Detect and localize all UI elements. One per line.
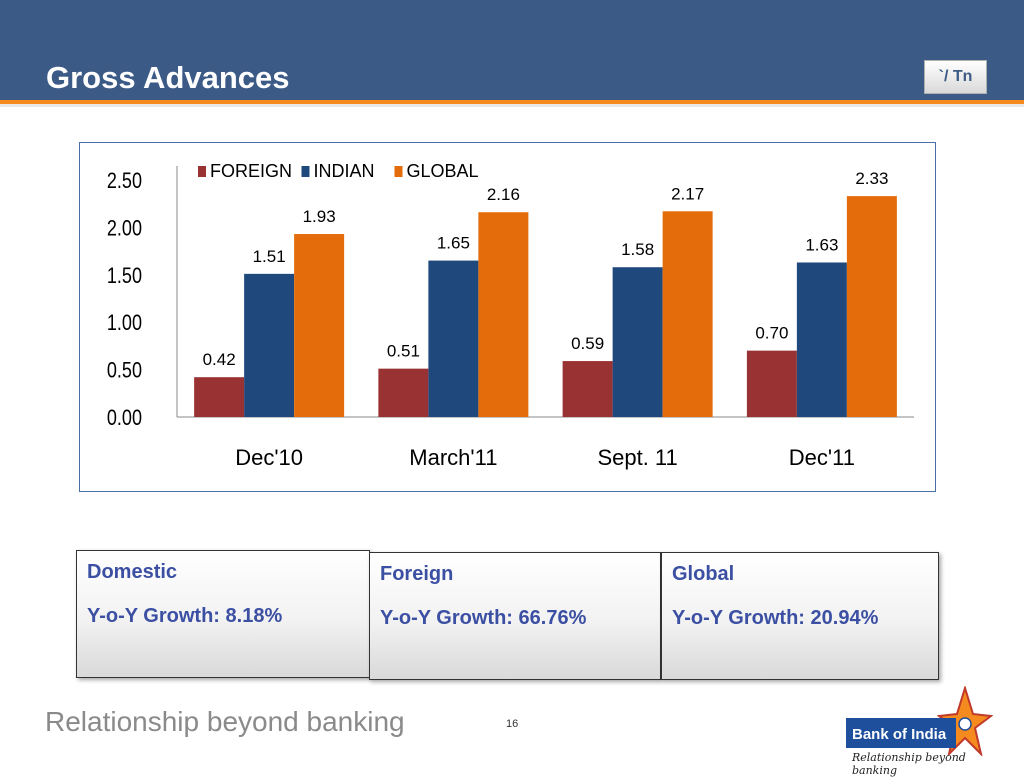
logo-tagline: Relationship beyond banking <box>852 751 966 777</box>
star-icon <box>937 686 993 756</box>
bar-indian <box>428 260 479 417</box>
summary-title: Foreign <box>380 563 454 585</box>
unit-badge[interactable]: `/ Tn <box>924 60 987 94</box>
y-tick-label: 1.00 <box>107 312 142 336</box>
logo-box <box>846 718 956 748</box>
data-label: 1.63 <box>805 235 838 254</box>
x-tick-label: March'11 <box>409 445 497 470</box>
legend-label: GLOBAL <box>407 161 479 181</box>
summary-title: Domestic <box>87 561 178 583</box>
data-label: 1.58 <box>621 240 654 259</box>
bar-foreign <box>194 377 245 417</box>
header-bar <box>0 0 1024 104</box>
y-tick-label: 2.00 <box>107 217 142 241</box>
bank-logo: Bank of India Relationship beyond bankin… <box>845 686 995 777</box>
y-tick-label: 0.50 <box>107 359 142 383</box>
bar-global <box>294 234 345 417</box>
bar-foreign <box>378 368 429 417</box>
x-tick-label: Dec'10 <box>235 445 303 470</box>
summary-growth: Y-o-Y Growth: 66.76% <box>380 607 587 629</box>
y-tick-label: 0.00 <box>107 406 142 430</box>
summary-growth: Y-o-Y Growth: 8.18% <box>87 605 283 627</box>
data-label: 0.59 <box>571 334 604 353</box>
footer-tagline: Relationship beyond banking <box>45 706 405 737</box>
summary-title: Global <box>672 563 735 585</box>
y-tick-label: 1.50 <box>107 264 142 288</box>
page-title: Gross Advances <box>46 60 290 95</box>
data-label: 2.16 <box>487 185 520 204</box>
legend-swatch-indian <box>301 166 310 177</box>
bar-indian <box>796 262 847 417</box>
data-label: 1.93 <box>303 207 336 226</box>
legend-label: INDIAN <box>314 161 375 181</box>
bar-foreign <box>746 350 797 417</box>
bar-chart: 0.00 0.50 1.00 1.50 2.00 2.50 0.42 1.51 1.93 Dec'… <box>107 161 914 470</box>
y-tick-label: 2.50 <box>107 169 142 193</box>
summary-box-domestic: Domestic Y-o-Y Growth: 8.18% <box>76 550 370 678</box>
bar-foreign <box>562 361 613 417</box>
legend-swatch-global <box>394 166 403 177</box>
data-label: 0.70 <box>755 324 788 343</box>
logo-name: Bank of India <box>852 726 947 743</box>
data-label: 1.51 <box>253 247 286 266</box>
data-label: 2.33 <box>855 169 888 188</box>
legend-swatch-foreign <box>198 166 206 177</box>
chart-frame: 0.00 0.50 1.00 1.50 2.00 2.50 0.42 1.51 1.93 Dec'… <box>79 142 936 492</box>
summary-box-foreign: Foreign Y-o-Y Growth: 66.76% <box>369 552 661 680</box>
bar-indian <box>612 267 663 417</box>
data-label: 1.65 <box>437 234 470 253</box>
x-tick-label: Dec'11 <box>789 445 855 470</box>
page-number: 16 <box>506 718 519 730</box>
bar-global <box>846 196 897 417</box>
data-label: 0.42 <box>203 350 236 369</box>
bar-global <box>662 211 713 417</box>
data-label: 2.17 <box>671 184 704 203</box>
data-label: 0.51 <box>387 342 420 361</box>
legend-label: FOREIGN <box>210 161 292 181</box>
bar-indian <box>244 273 295 417</box>
bar-global <box>478 212 529 417</box>
x-tick-label: Sept. 11 <box>597 445 677 470</box>
header-divider <box>0 104 1024 107</box>
summary-growth: Y-o-Y Growth: 20.94% <box>672 607 879 629</box>
summary-box-global: Global Y-o-Y Growth: 20.94% <box>661 552 939 680</box>
